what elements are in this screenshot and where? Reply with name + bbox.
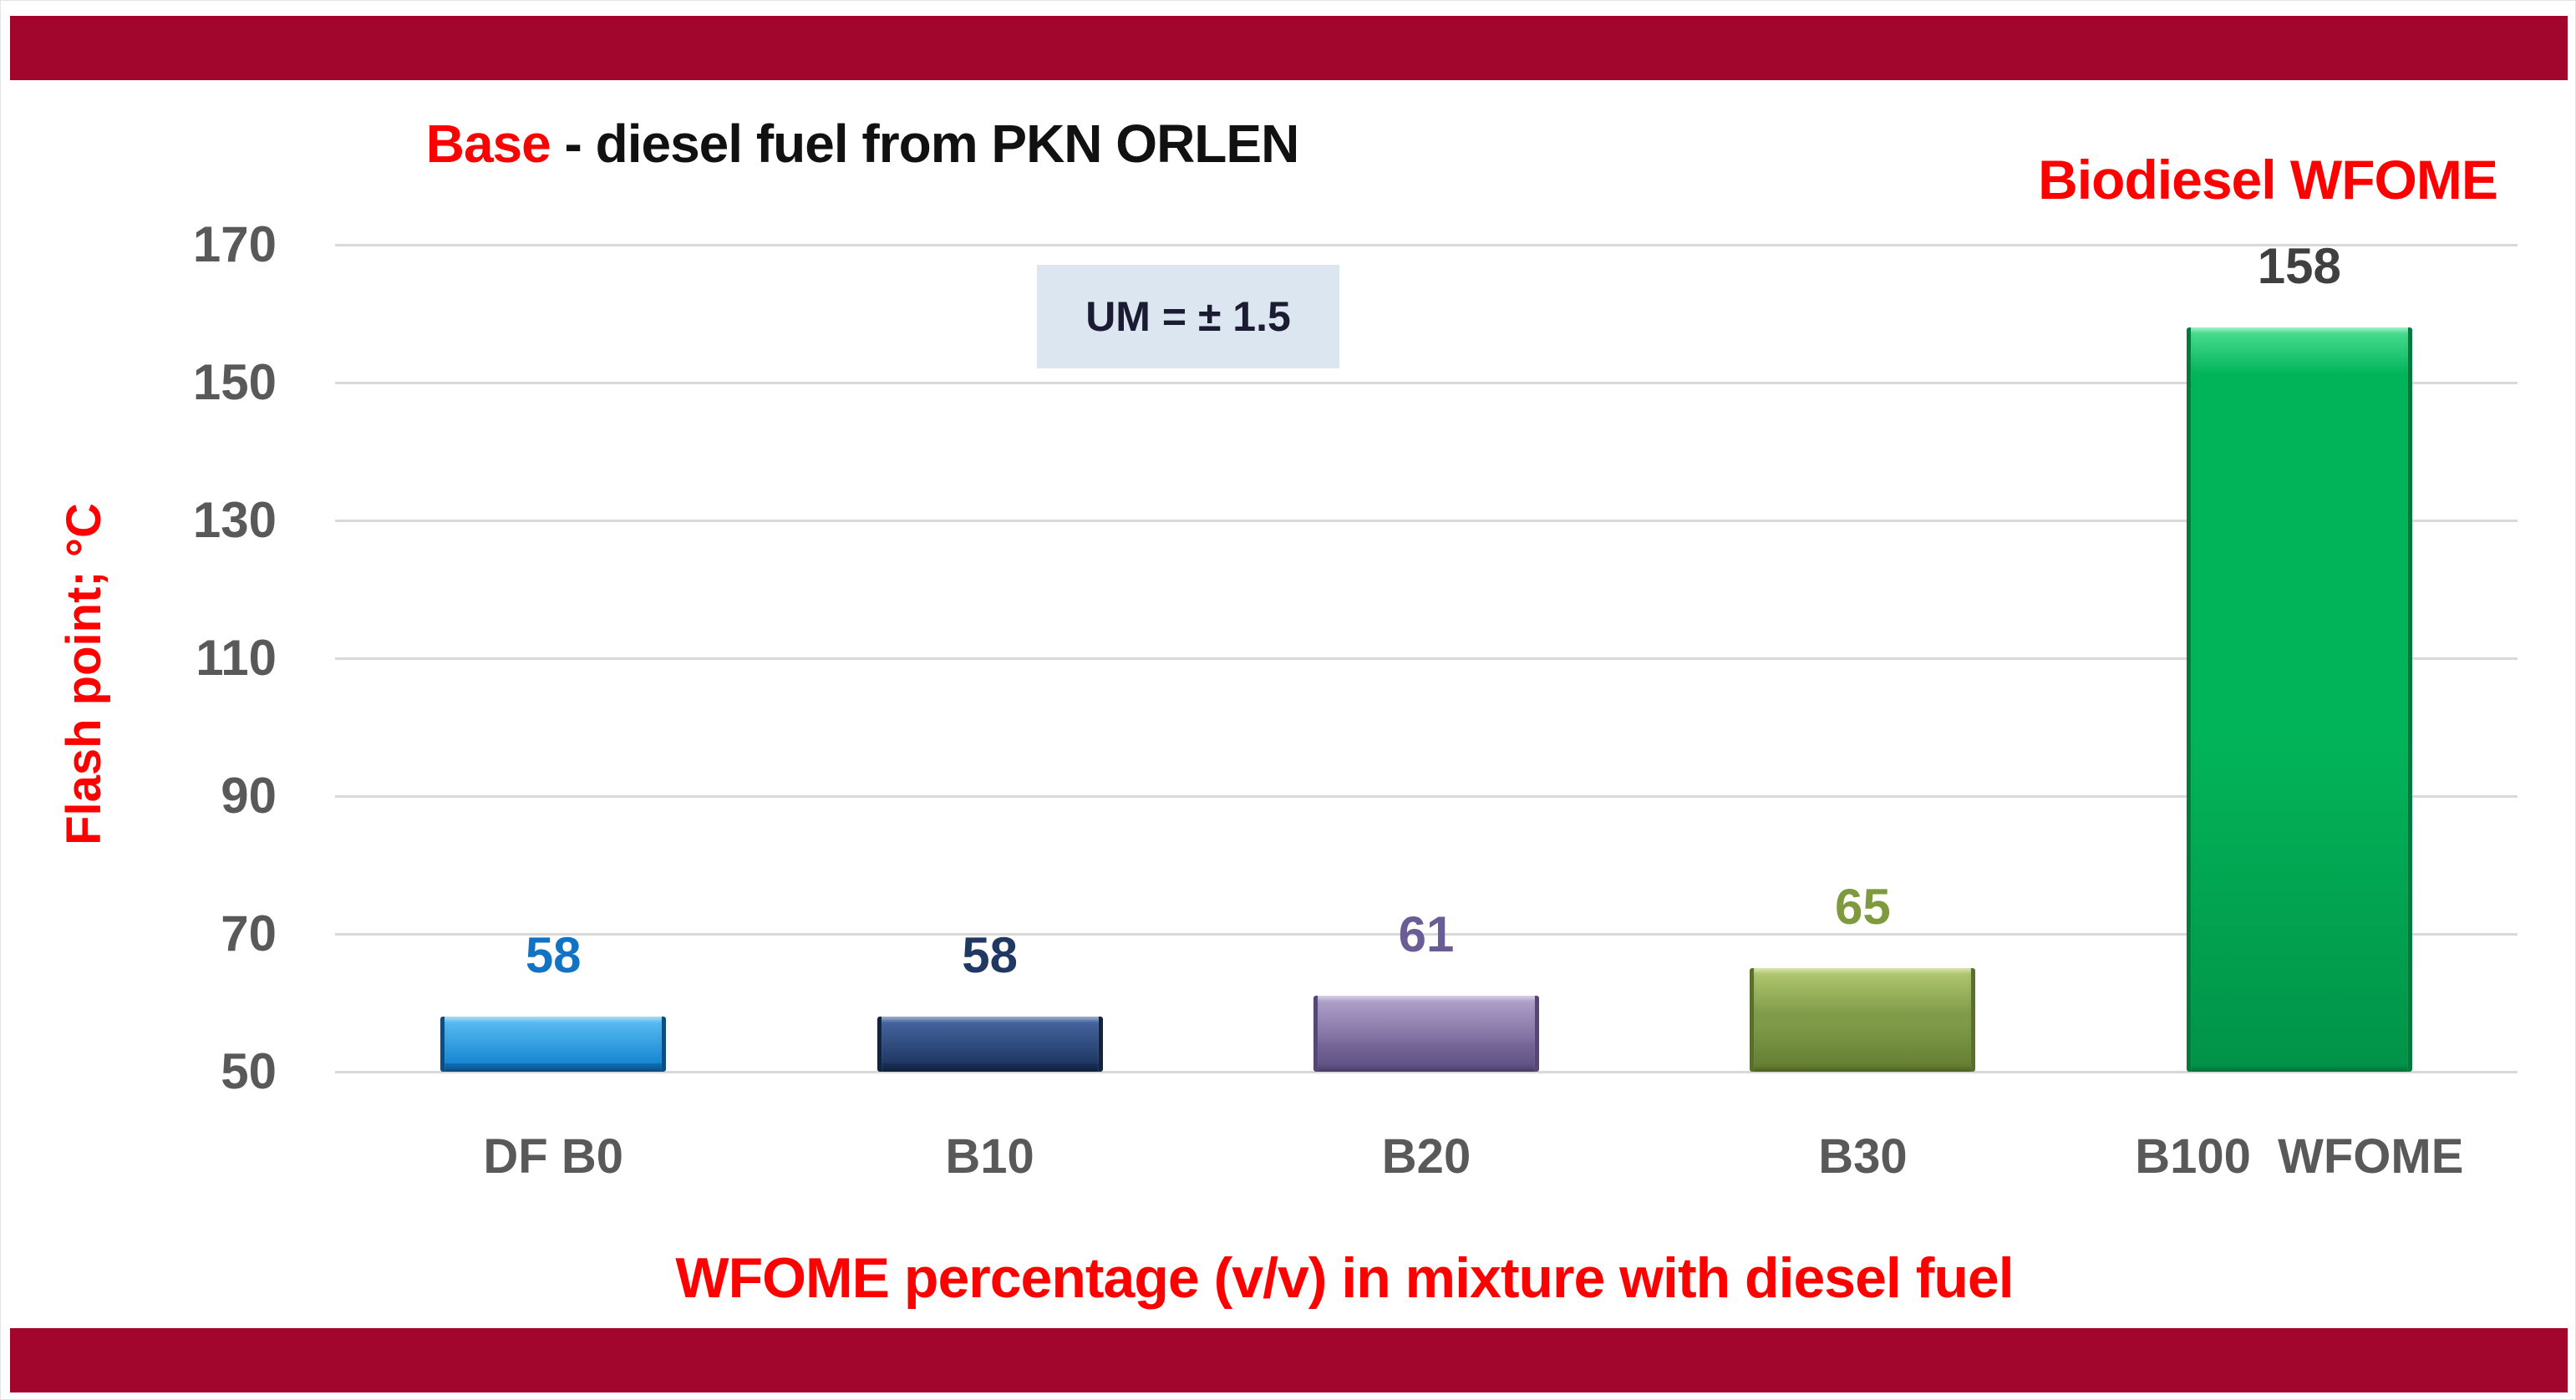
chart-title-base: Base — [425, 114, 551, 174]
gridline — [335, 795, 2518, 798]
y-tick-label: 170 — [192, 216, 277, 272]
chart-title-rest: - diesel fuel from PKN ORLEN — [550, 114, 1300, 174]
y-tick-label: 70 — [221, 905, 277, 961]
gridline — [335, 382, 2518, 384]
gridline — [335, 933, 2518, 936]
category-label: DF B0 — [483, 1129, 623, 1184]
category-label: B100 WFOME — [2135, 1129, 2464, 1184]
bar-df-b0 — [440, 1017, 667, 1072]
bar-b30 — [1750, 968, 1976, 1072]
value-label: 65 — [1835, 879, 1891, 936]
y-tick-label: 110 — [196, 630, 277, 686]
y-tick-label: 130 — [192, 492, 277, 548]
gridline — [335, 244, 2518, 246]
bar-b10 — [876, 1017, 1103, 1072]
bottom-banner — [10, 1328, 2568, 1392]
y-tick-label: 50 — [221, 1043, 277, 1099]
chart-title: Base - diesel fuel from PKN ORLEN — [425, 114, 1300, 174]
gridline — [335, 657, 2518, 660]
value-label: 61 — [1398, 906, 1455, 963]
gridline — [335, 1071, 2518, 1073]
value-label: 58 — [525, 927, 582, 983]
category-label: B20 — [1381, 1129, 1471, 1184]
gridline — [335, 520, 2518, 522]
category-label: B10 — [945, 1129, 1034, 1184]
y-tick-label: 90 — [221, 768, 277, 824]
top-banner — [10, 16, 2568, 80]
x-axis-title: WFOME percentage (v/v) in mixture with d… — [675, 1246, 2014, 1310]
value-label: 58 — [962, 927, 1018, 983]
bar-b20 — [1313, 996, 1539, 1072]
bar-b100-wfome — [2186, 327, 2412, 1072]
uncertainty-note: UM = ± 1.5 — [1037, 265, 1339, 368]
biodiesel-label: Biodiesel WFOME — [2038, 149, 2498, 211]
y-tick-label: 150 — [192, 354, 277, 410]
category-label: B30 — [1818, 1129, 1908, 1184]
value-label: 158 — [2257, 238, 2341, 294]
